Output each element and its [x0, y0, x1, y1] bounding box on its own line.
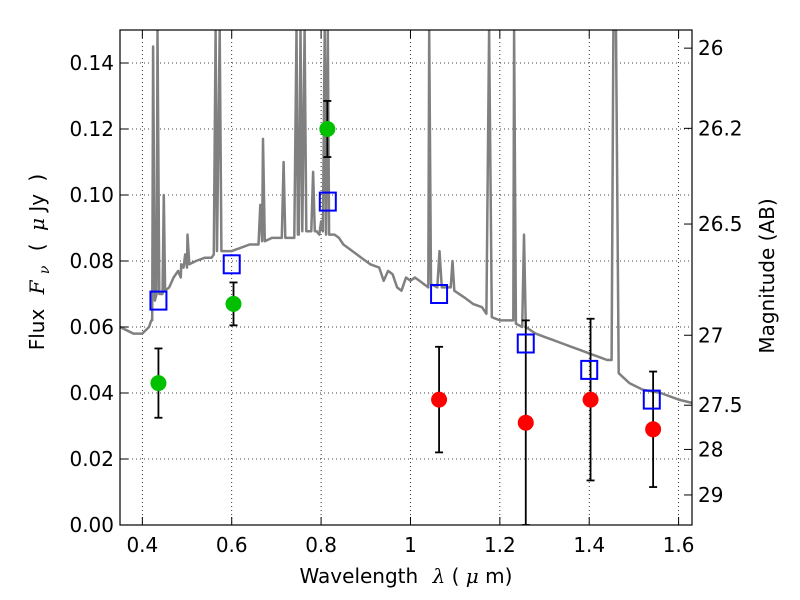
y2-tick-label: 26.5 — [698, 212, 743, 236]
y-axis-title-unit-mu: μ — [25, 218, 49, 231]
x-axis-title-unit-rest: m) — [485, 564, 512, 588]
green-data-point — [319, 121, 336, 137]
axes-frame — [119, 29, 693, 526]
model-square-marker — [580, 359, 599, 380]
y-axis-title-symbol: F — [25, 279, 49, 295]
y-axis-title-unit-open: ( — [25, 243, 49, 251]
spectrum-line — [120, 30, 692, 405]
model-square-marker — [318, 191, 337, 212]
red-data-point — [517, 414, 534, 431]
y2-tick-label: 26.2 — [698, 116, 743, 140]
red-data-point — [431, 391, 448, 408]
red-data-point — [645, 421, 662, 438]
y2-tick-label: 27.5 — [698, 393, 743, 417]
model-square-marker — [430, 284, 449, 304]
x-tick-label: 1.4 — [573, 533, 605, 557]
y-axis-title-text: Flux — [25, 309, 49, 351]
y2-tick-label: 29 — [698, 483, 723, 507]
y2-tick-label: 27 — [698, 323, 723, 347]
y-tick-label: 0.14 — [69, 51, 114, 75]
x-tick-label: 1 — [404, 533, 417, 557]
x-axis-title-unit-mu: μ — [466, 564, 479, 588]
red-data-point — [582, 391, 599, 408]
x-tick-label: 0.6 — [216, 533, 248, 557]
green-data-point — [225, 295, 242, 312]
model-square-marker — [516, 333, 535, 354]
y-axis-title: Flux F ν ( μ Jy ) — [25, 174, 54, 351]
tick-marks — [120, 30, 692, 526]
y-axis-title-unit-close: ) — [25, 174, 49, 182]
y-axis-title-subscript: ν — [37, 265, 53, 274]
x-axis-title-unit-open: ( — [452, 564, 460, 588]
x-tick-label: 1.2 — [484, 533, 516, 557]
y-tick-label: 0.04 — [69, 381, 114, 405]
model-square-marker — [642, 389, 661, 410]
y2-axis-title: Magnitude (AB) — [755, 198, 779, 353]
y-tick-label: 0.00 — [69, 513, 114, 537]
y-tick-label: 0.08 — [69, 249, 114, 273]
plot-area — [120, 30, 692, 525]
y-tick-label: 0.02 — [69, 447, 114, 471]
x-axis-title-text: Wavelength — [300, 564, 419, 588]
x-axis-title: Wavelength λ ( μ m) — [300, 564, 513, 588]
model-square-marker — [149, 290, 168, 311]
x-tick-label: 0.4 — [126, 533, 158, 557]
x-tick-label: 0.8 — [305, 533, 337, 557]
y-tick-label: 0.06 — [69, 315, 114, 339]
green-data-point — [150, 375, 167, 392]
y-tick-label: 0.12 — [69, 117, 114, 141]
tick-labels: 0.4 0.6 0.8 1 1.2 1.4 1.6 0.00 0.02 0.04 0.06 0.08 0… — [69, 36, 742, 557]
model-square-marker — [222, 254, 241, 275]
y-axis-title-unit-rest: Jy — [25, 194, 49, 214]
y-tick-label: 0.10 — [69, 183, 114, 207]
plot-frame — [119, 29, 693, 526]
x-tick-label: 1.6 — [663, 533, 695, 557]
x-axis-title-symbol: λ — [432, 564, 446, 588]
y2-tick-label: 28 — [698, 437, 723, 461]
y2-tick-label: 26 — [698, 36, 723, 60]
